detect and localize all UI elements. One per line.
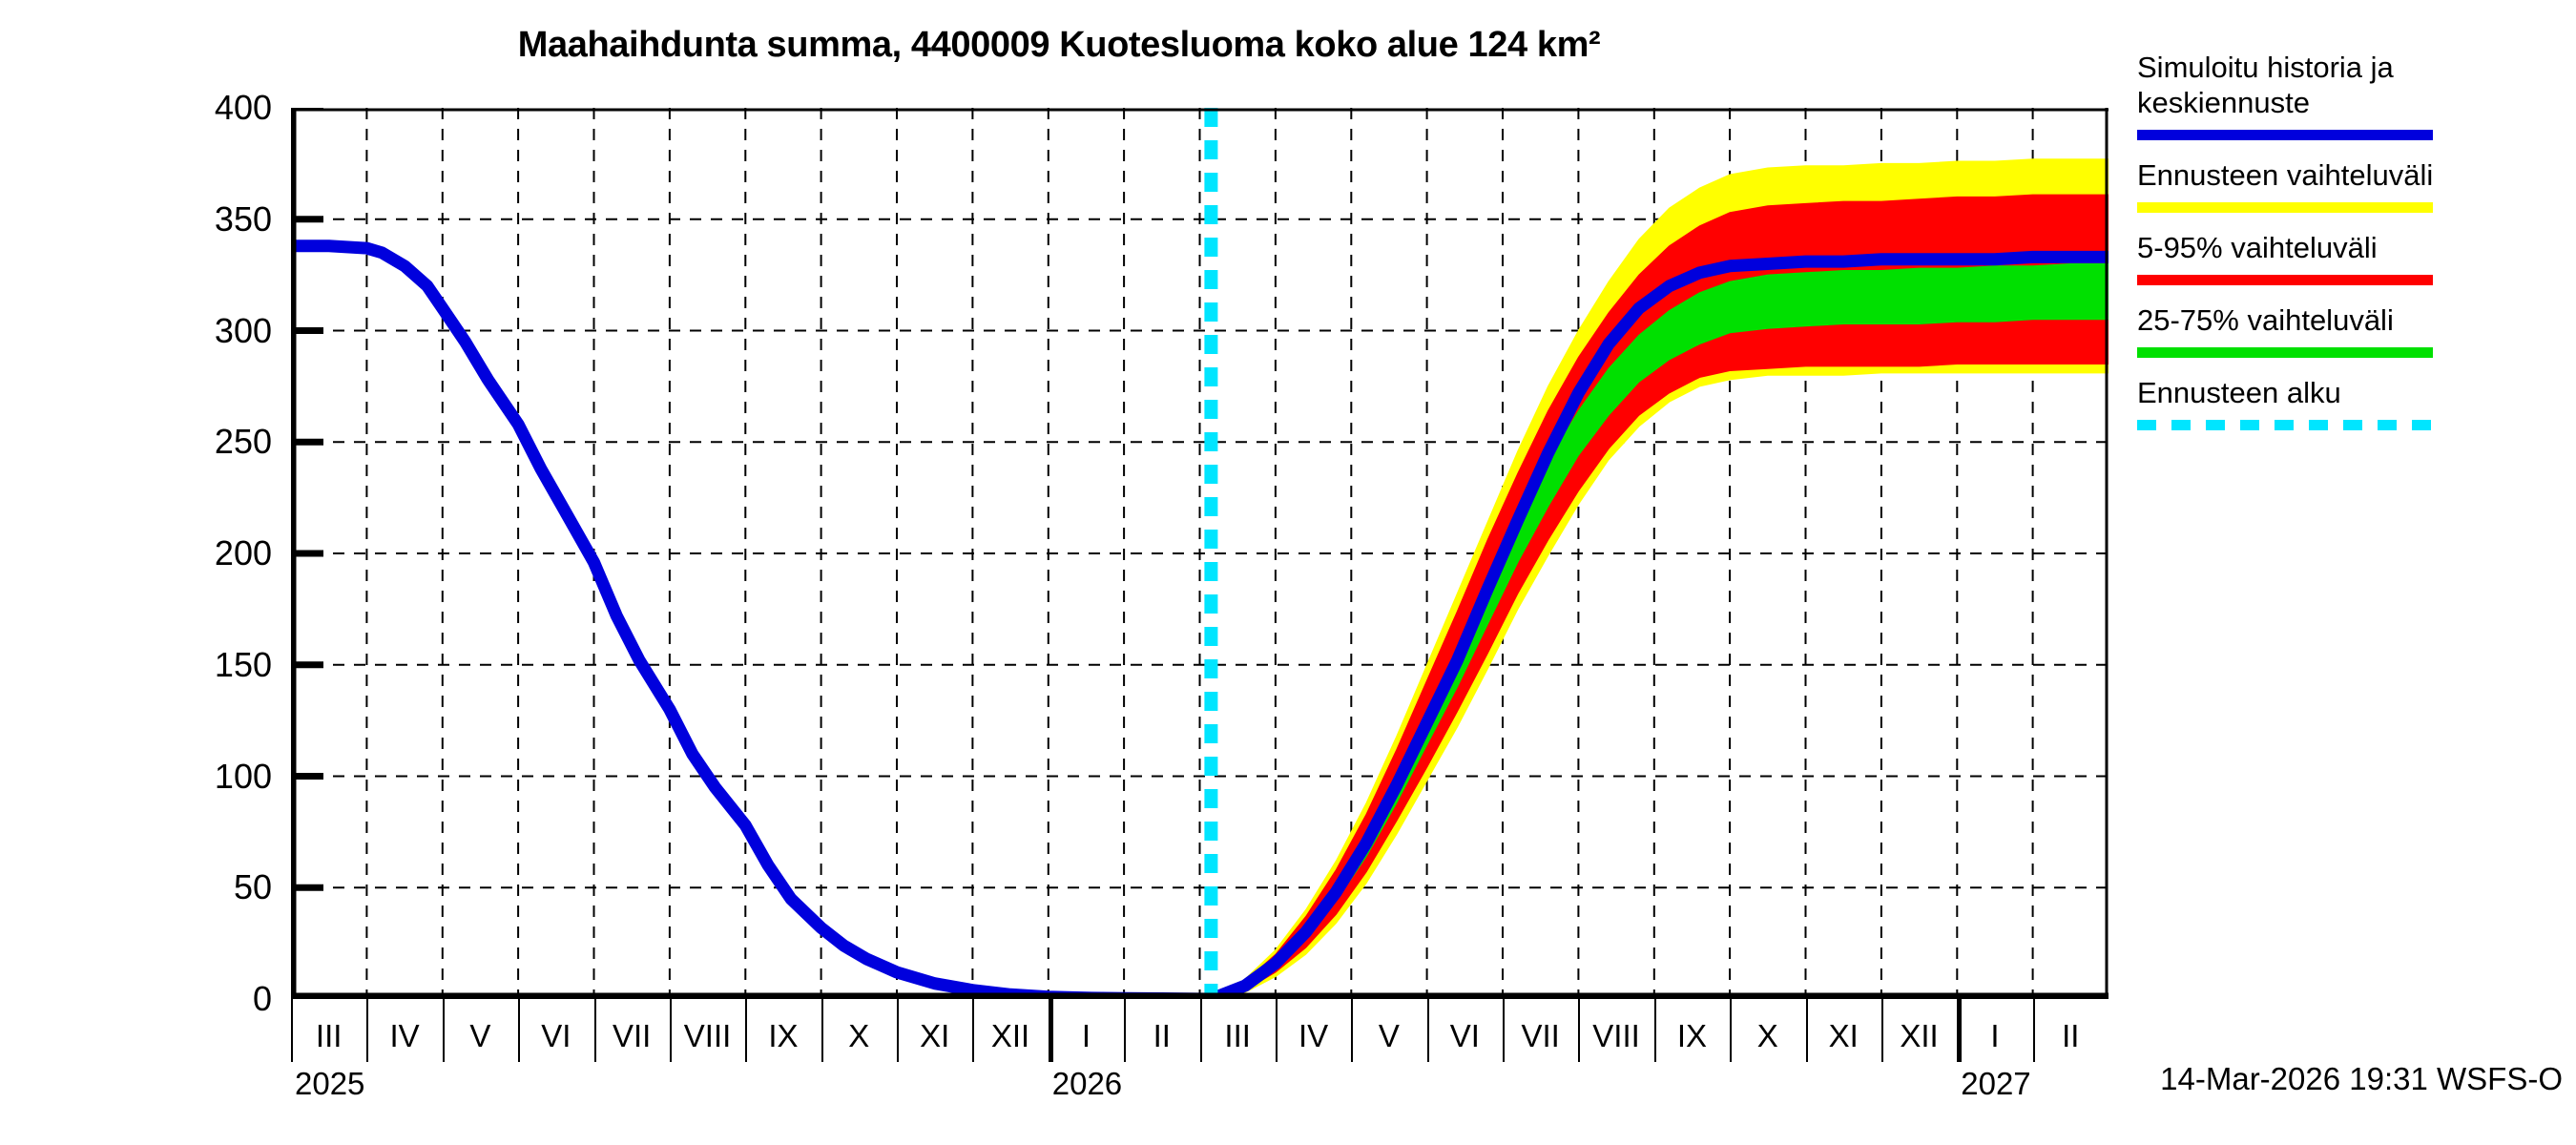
x-axis-month-label: X <box>848 1018 870 1053</box>
x-axis-month-label: VIII <box>683 1018 732 1053</box>
legend-mean-forecast[interactable]: Simuloitu historia ja keskiennuste <box>2137 50 2566 140</box>
x-axis-month-label: XI <box>1828 1018 1859 1053</box>
x-axis-month-label: V <box>469 1018 491 1053</box>
x-axis-month-label: III <box>315 1018 343 1053</box>
x-axis-month-label: VII <box>613 1018 652 1053</box>
y-axis-tick-label: 300 <box>214 310 272 350</box>
x-axis-month-tick <box>291 999 366 1062</box>
y-axis-tick-label: 150 <box>214 644 272 684</box>
y-axis-tick-label: 50 <box>233 867 272 907</box>
x-axis-month-label: IX <box>1676 1018 1708 1053</box>
gridlines <box>291 108 2109 999</box>
y-axis-tick-label: 250 <box>214 422 272 462</box>
x-axis-year-label: 2025 <box>295 1066 365 1101</box>
x-axis-month-label: VII <box>1521 1018 1560 1053</box>
legend-label: 25-75% vaihteluväli <box>2137 303 2394 337</box>
y-axis-tick-label: 400 <box>214 88 272 127</box>
x-axis-month-tick <box>821 999 897 1062</box>
x-axis-month-tick <box>1578 999 1653 1062</box>
x-axis-month-label: XI <box>920 1018 950 1053</box>
x-axis-month-tick <box>1653 999 1730 1062</box>
x-axis: III IV V VI VII VIII IX X XI XII I II III IV V VI VII VII… <box>291 999 2109 1142</box>
y-axis-tick-label: 100 <box>214 756 272 796</box>
legend-swatch <box>2137 347 2433 358</box>
legend-label: Ennusteen vaihteluväli <box>2137 158 2434 192</box>
band-full-range <box>1211 158 2109 999</box>
legend-25-75[interactable]: 25-75% vaihteluväli <box>2137 302 2566 358</box>
x-axis-month-label: IV <box>389 1018 420 1053</box>
x-axis-month-label: VI <box>541 1018 571 1053</box>
x-axis-month-label: I <box>1990 1018 2000 1053</box>
x-axis-month-tick <box>1426 999 1503 1062</box>
x-axis-month-label: X <box>1756 1018 1778 1053</box>
x-axis-month-tick <box>593 999 670 1062</box>
x-axis-month-tick <box>1199 999 1276 1062</box>
timestamp-stamp: 14-Mar-2026 19:31 WSFS-O <box>2160 1061 2563 1096</box>
x-axis-month-label: XII <box>990 1018 1030 1053</box>
x-axis-month-label: IX <box>768 1018 799 1053</box>
x-axis-month-label: VIII <box>1592 1018 1640 1053</box>
y-axis-tick-label: 200 <box>214 533 272 572</box>
x-axis-year-label: 2027 <box>1961 1066 2031 1101</box>
x-axis-month-tick <box>1351 999 1426 1062</box>
x-axis-month-tick <box>1124 999 1199 1062</box>
x-axis-month-label: IV <box>1298 1018 1329 1053</box>
page-title: Maahaihdunta summa, 4400009 Kuotesluoma … <box>517 25 1601 65</box>
x-axis-month-tick <box>442 999 518 1062</box>
legend-label: 5-95% vaihteluväli <box>2137 231 2378 264</box>
legend-label: Simuloitu historia ja keskiennuste <box>2137 51 2394 119</box>
x-axis-month-tick <box>518 999 593 1062</box>
x-axis-month-tick <box>1805 999 1881 1062</box>
plot-area <box>291 108 2109 999</box>
legend-swatch <box>2137 275 2433 285</box>
y-axis-tick-labels: 400 350 300 250 200 150 100 50 0 <box>95 0 272 1145</box>
x-axis-month-tick <box>1048 999 1124 1062</box>
x-axis-month-label: III <box>1224 1018 1251 1053</box>
x-axis-month-label: XII <box>1900 1018 1939 1053</box>
x-axis-month-tick <box>1503 999 1578 1062</box>
legend-full-range[interactable]: Ennusteen vaihteluväli <box>2137 157 2566 213</box>
legend-swatch <box>2137 130 2433 140</box>
legend-forecast-start[interactable]: Ennusteen alku <box>2137 375 2566 430</box>
y-axis-tick-label: 350 <box>214 198 272 239</box>
x-axis-month-tick <box>1730 999 1805 1062</box>
y-axis-tick-label: 0 <box>252 979 272 1018</box>
x-axis-month-tick <box>2032 999 2109 1062</box>
x-axis-year-label: 2026 <box>1051 1066 1123 1101</box>
legend-swatch <box>2137 202 2433 213</box>
x-axis-month-tick <box>366 999 442 1062</box>
y-axis-title: Cumulative evaporationmm <box>0 0 55 108</box>
x-axis-month-tick <box>745 999 821 1062</box>
x-axis-month-label: V <box>1378 1018 1400 1053</box>
x-axis-month-tick <box>972 999 1048 1062</box>
x-axis-month-tick <box>669 999 745 1062</box>
x-axis-month-tick <box>1275 999 1351 1062</box>
x-axis-month-tick <box>1880 999 1957 1062</box>
chart-canvas <box>291 108 2109 999</box>
x-axis-month-tick <box>897 999 972 1062</box>
legend-label: Ennusteen alku <box>2137 376 2341 409</box>
legend-5-95[interactable]: 5-95% vaihteluväli <box>2137 230 2566 285</box>
x-axis-month-label: VI <box>1449 1018 1480 1053</box>
chart-legend: Simuloitu historia ja keskiennuste Ennust… <box>2137 50 2566 448</box>
legend-swatch <box>2137 420 2433 430</box>
x-axis-month-label: I <box>1081 1018 1091 1053</box>
x-axis-month-label: II <box>1153 1018 1171 1053</box>
x-axis-month-tick <box>1957 999 2032 1062</box>
x-axis-month-label: II <box>2062 1018 2080 1053</box>
